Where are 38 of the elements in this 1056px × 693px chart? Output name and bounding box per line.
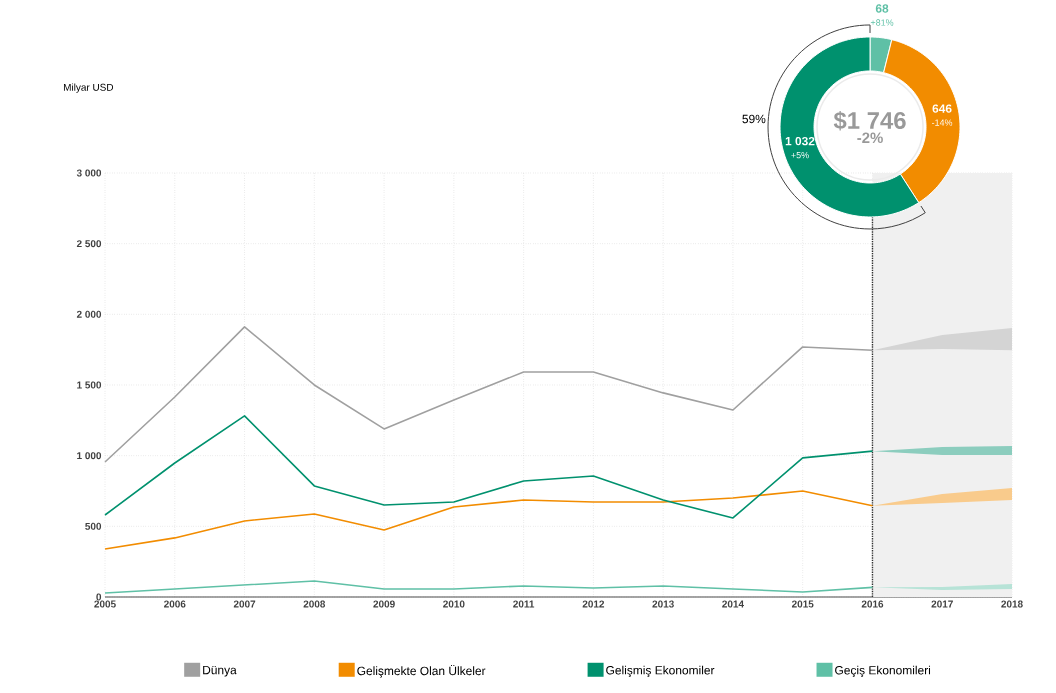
x-tick-label: 2013 — [652, 600, 674, 608]
text: -14% — [931, 119, 953, 126]
x-tick-label: 2015 — [791, 600, 814, 608]
x-tick-label: 2012 — [582, 600, 605, 608]
x-tick-label: 2006 — [164, 600, 186, 608]
legend-label: Geçiş Ekonomileri — [835, 665, 931, 677]
y-tick-label: 1 000 — [77, 452, 102, 460]
y-axis-title: Milyar USD — [63, 83, 114, 93]
x-tick-label: 2018 — [1001, 600, 1023, 608]
x-tick-label: 2014 — [722, 600, 744, 608]
legend-label: Dünya — [203, 665, 237, 677]
y-tick-label: 500 — [85, 522, 102, 530]
y-tick-label: 2 000 — [76, 310, 102, 318]
text: -2% — [857, 132, 883, 143]
y-tick-label: 2 500 — [76, 240, 102, 248]
x-tick-label: 2010 — [443, 600, 465, 608]
line-series — [104, 326, 874, 463]
x-tick-label: 2017 — [931, 600, 953, 608]
data-label: 1 032 — [785, 136, 815, 146]
text: $1 746 — [833, 110, 906, 131]
line-series — [104, 490, 874, 550]
text: 59% — [742, 114, 766, 124]
data-label: 646 — [932, 104, 952, 113]
y-tick-label: 1 500 — [77, 381, 102, 389]
legend-label: Gelişmekte Olan Ülkeler — [357, 665, 486, 678]
x-tick-label: 2005 — [94, 600, 116, 608]
line-series — [104, 415, 874, 519]
data-label: 68 — [875, 4, 889, 13]
legend-label: Gelişmiş Ekonomiler — [606, 665, 715, 677]
x-tick-label: 2011 — [513, 600, 535, 608]
text: +5% — [791, 151, 809, 159]
x-tick-label: 2016 — [861, 600, 884, 608]
x-tick-label: 2009 — [373, 600, 395, 608]
x-tick-label: 2008 — [303, 600, 326, 608]
text: +81% — [870, 19, 894, 26]
y-tick-label: 3 000 — [76, 169, 102, 177]
y-tick-label: 0 — [96, 593, 102, 601]
x-tick-label: 2007 — [233, 600, 256, 608]
